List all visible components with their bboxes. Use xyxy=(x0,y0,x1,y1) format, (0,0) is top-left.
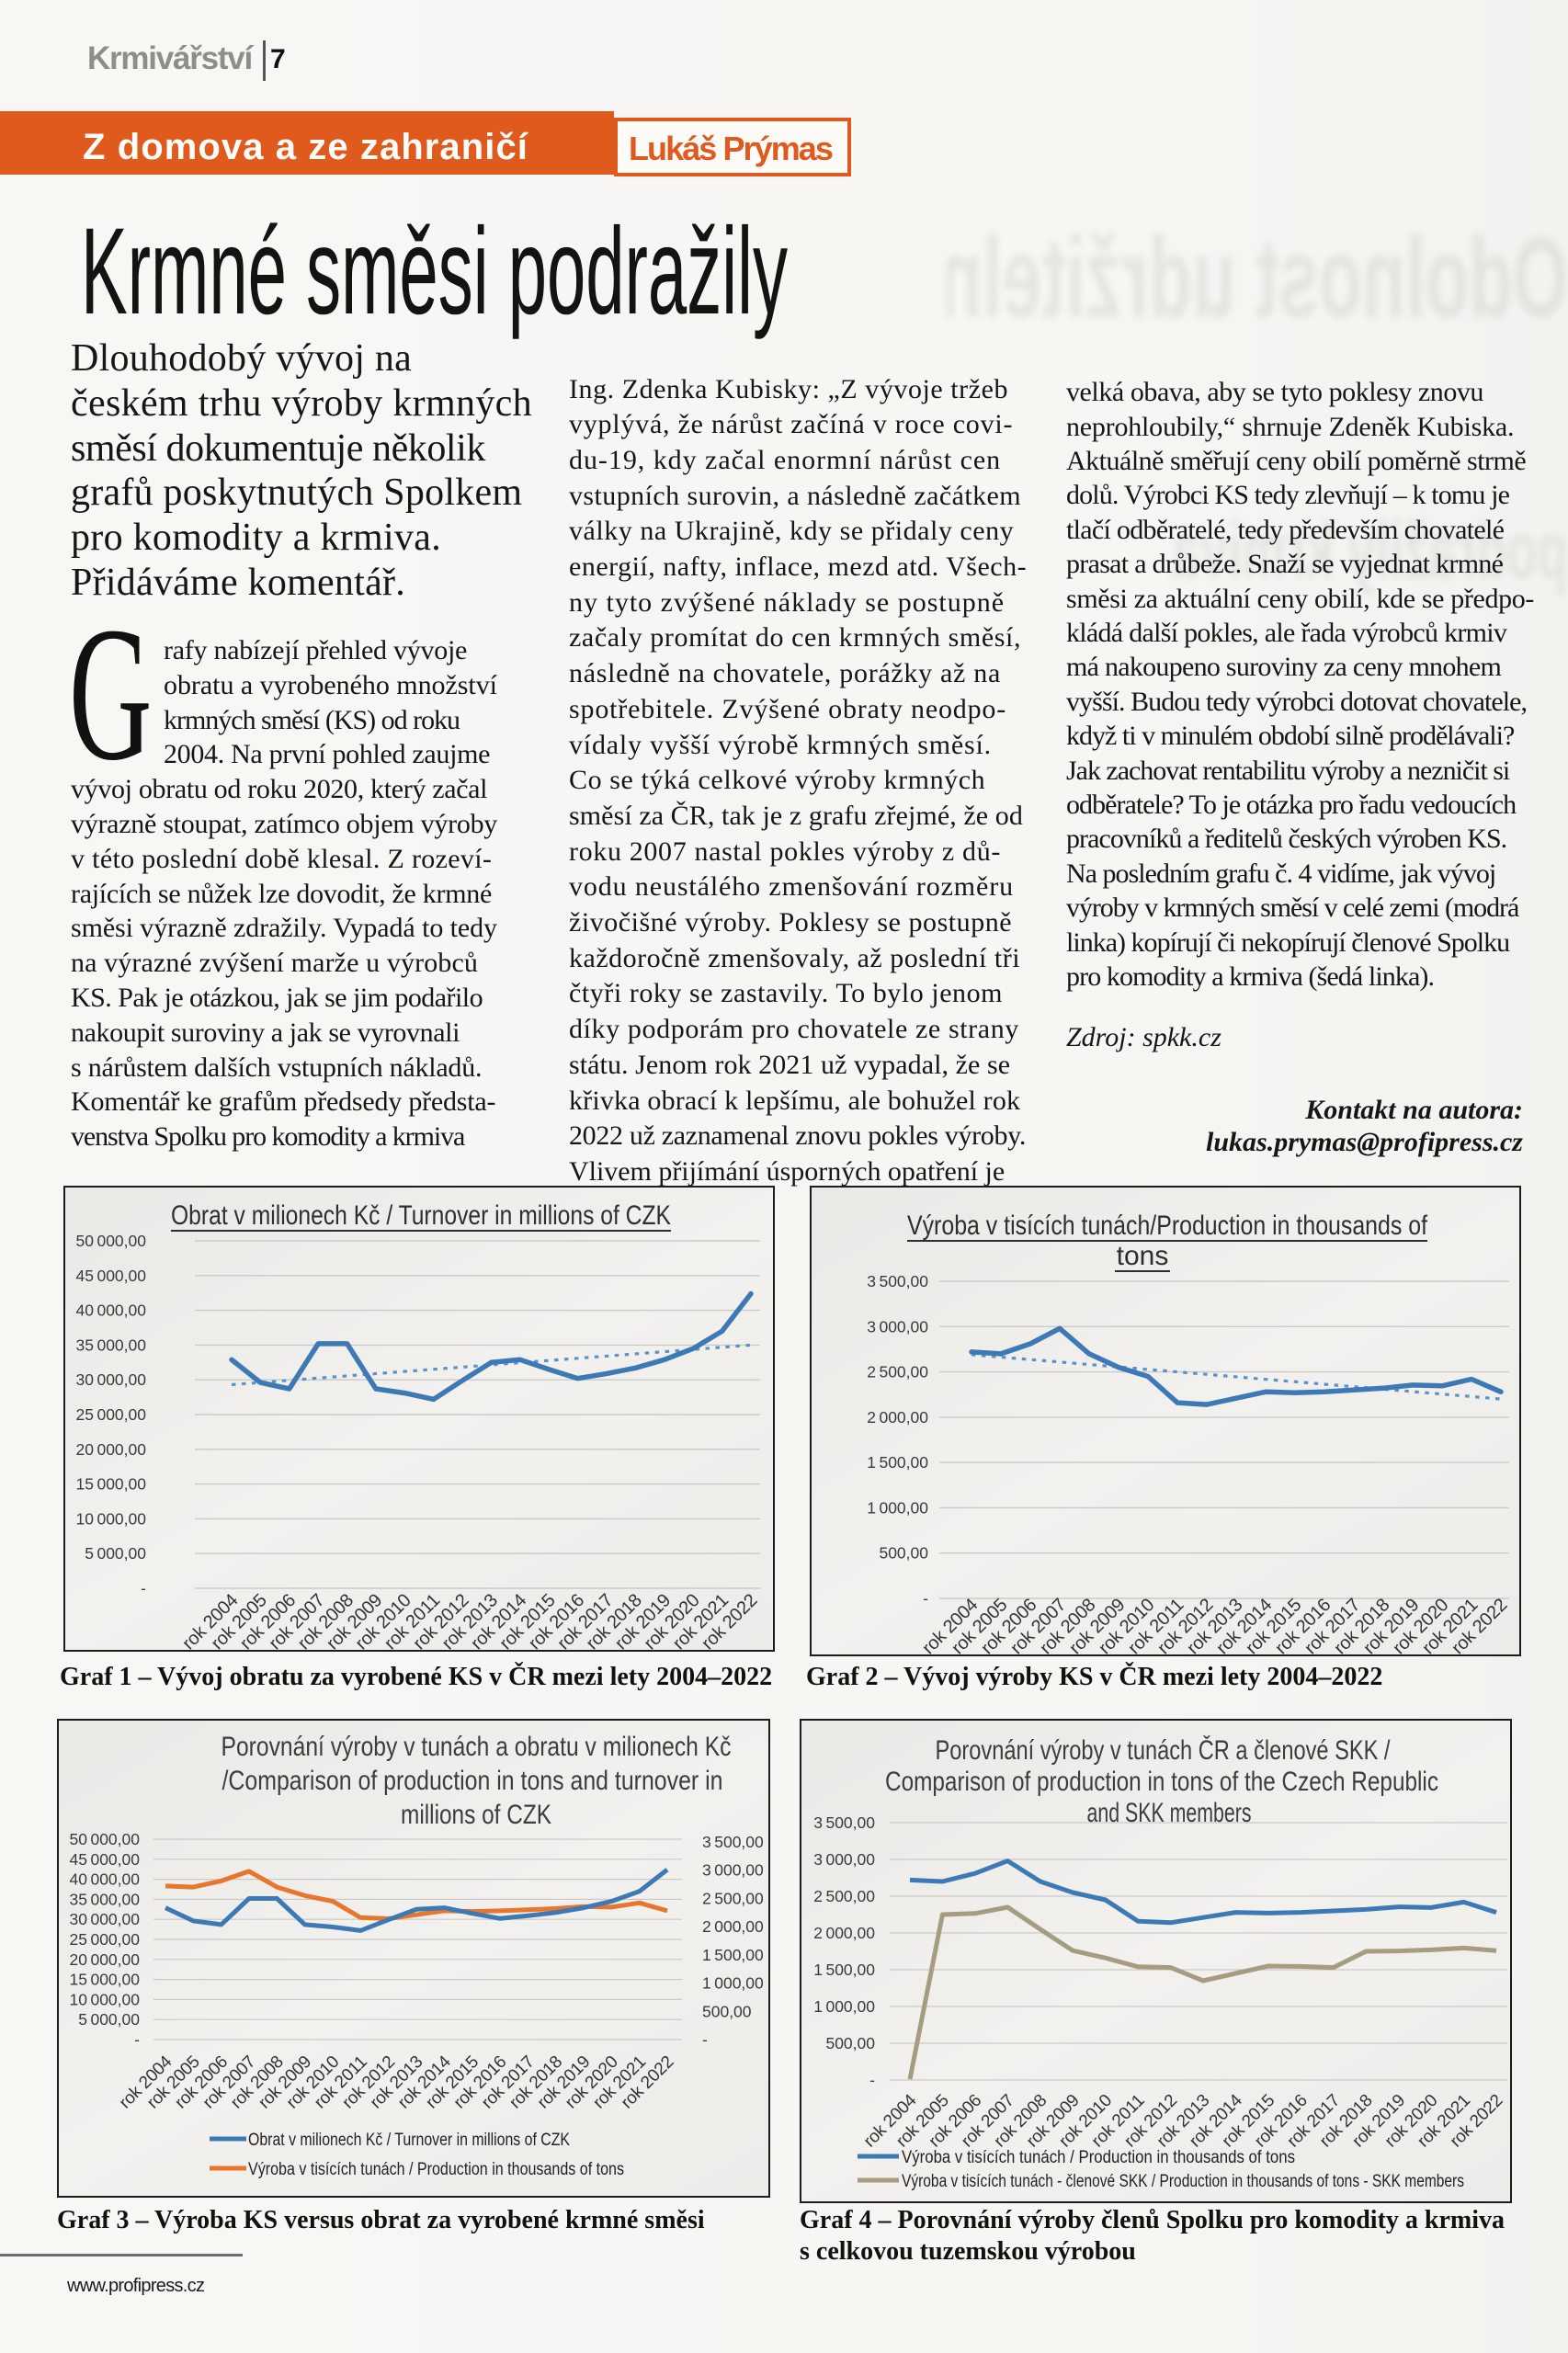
svg-text:30 000,00: 30 000,00 xyxy=(70,1910,141,1928)
svg-text:3 000,00: 3 000,00 xyxy=(702,1861,764,1880)
svg-text:20 000,00: 20 000,00 xyxy=(70,1950,141,1969)
svg-text:Výroba v tisících tunách / Pro: Výroba v tisících tunách / Production in… xyxy=(902,2148,1295,2167)
svg-text:Výroba v tisících tunách / Pro: Výroba v tisících tunách / Production in… xyxy=(248,2160,624,2179)
svg-text:5 000,00: 5 000,00 xyxy=(78,2010,140,2029)
svg-text:2 500,00: 2 500,00 xyxy=(813,1887,875,1905)
svg-text:10 000,00: 10 000,00 xyxy=(76,1509,147,1528)
svg-text:3 500,00: 3 500,00 xyxy=(813,1813,875,1832)
svg-text:15 000,00: 15 000,00 xyxy=(76,1475,147,1494)
svg-text:and SKK members: and SKK members xyxy=(1087,1798,1252,1828)
svg-text:1 500,00: 1 500,00 xyxy=(867,1453,928,1472)
svg-text:Výroba v tisících tunách - čle: Výroba v tisících tunách - členové SKK /… xyxy=(902,2172,1464,2191)
svg-text:3 000,00: 3 000,00 xyxy=(867,1317,928,1336)
svg-text:Porovnání výroby v tunách a ob: Porovnání výroby v tunách a obratu v mil… xyxy=(222,1732,732,1762)
svg-text:1 000,00: 1 000,00 xyxy=(867,1498,928,1517)
svg-text:35 000,00: 35 000,00 xyxy=(70,1890,141,1908)
svg-text:1 500,00: 1 500,00 xyxy=(813,1961,875,1979)
svg-text:2 000,00: 2 000,00 xyxy=(702,1917,764,1936)
svg-text:25 000,00: 25 000,00 xyxy=(70,1930,141,1949)
svg-text:25 000,00: 25 000,00 xyxy=(76,1405,147,1424)
svg-text:500,00: 500,00 xyxy=(879,1544,928,1563)
svg-text:3 000,00: 3 000,00 xyxy=(813,1850,875,1869)
svg-text:-: - xyxy=(923,1589,928,1608)
svg-text:15 000,00: 15 000,00 xyxy=(70,1971,141,1989)
svg-text:3 500,00: 3 500,00 xyxy=(867,1272,928,1290)
svg-text:/Comparison of production in t: /Comparison of production in tons and tu… xyxy=(222,1766,723,1796)
svg-text:45 000,00: 45 000,00 xyxy=(70,1850,141,1869)
svg-text:1 500,00: 1 500,00 xyxy=(702,1946,764,1964)
svg-text:-: - xyxy=(141,1579,146,1597)
svg-text:40 000,00: 40 000,00 xyxy=(70,1870,141,1889)
svg-text:45 000,00: 45 000,00 xyxy=(76,1267,147,1285)
svg-text:30 000,00: 30 000,00 xyxy=(76,1370,147,1389)
svg-text:2 000,00: 2 000,00 xyxy=(867,1408,928,1427)
svg-text:-: - xyxy=(134,2030,140,2049)
svg-text:Obrat v milionech Kč / Turnove: Obrat v milionech Kč / Turnover in milli… xyxy=(248,2131,570,2150)
svg-text:-: - xyxy=(869,2071,875,2089)
svg-text:3 500,00: 3 500,00 xyxy=(702,1833,764,1851)
svg-text:50 000,00: 50 000,00 xyxy=(70,1830,141,1848)
svg-text:40 000,00: 40 000,00 xyxy=(76,1302,147,1320)
svg-text:Comparison of production in to: Comparison of production in tons of the … xyxy=(885,1767,1438,1797)
svg-text:1 000,00: 1 000,00 xyxy=(702,1974,764,1993)
svg-text:20 000,00: 20 000,00 xyxy=(76,1440,147,1459)
svg-text:500,00: 500,00 xyxy=(702,2002,752,2020)
svg-text:5 000,00: 5 000,00 xyxy=(85,1544,146,1563)
svg-text:-: - xyxy=(702,2030,708,2049)
svg-text:tons: tons xyxy=(1117,1241,1169,1271)
svg-text:2 500,00: 2 500,00 xyxy=(702,1889,764,1907)
svg-text:2 500,00: 2 500,00 xyxy=(867,1363,928,1381)
svg-text:10 000,00: 10 000,00 xyxy=(70,1990,141,2008)
svg-text:Obrat v milionech Kč / Turnov: Obrat v milionech Kč / Turnover in milli… xyxy=(171,1200,671,1231)
svg-text:Porovnání výroby v tunách ČR a: Porovnání výroby v tunách ČR a členové S… xyxy=(936,1734,1392,1766)
svg-text:35 000,00: 35 000,00 xyxy=(76,1336,147,1354)
svg-text:1 000,00: 1 000,00 xyxy=(813,1997,875,2016)
svg-text:millions of CZK: millions of CZK xyxy=(401,1800,551,1830)
svg-text:2 000,00: 2 000,00 xyxy=(813,1924,875,1942)
svg-text:500,00: 500,00 xyxy=(825,2034,875,2052)
svg-text:Výroba v tisících tunách/Produ: Výroba v tisících tunách/Production in t… xyxy=(907,1211,1428,1241)
svg-text:50 000,00: 50 000,00 xyxy=(76,1232,147,1250)
